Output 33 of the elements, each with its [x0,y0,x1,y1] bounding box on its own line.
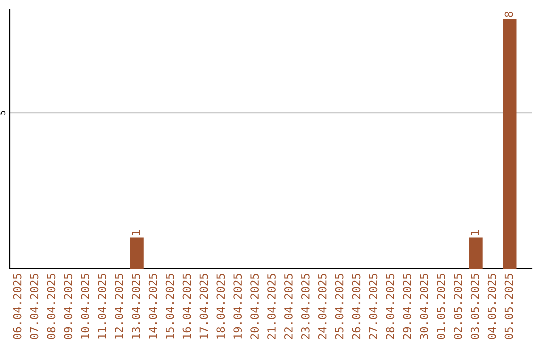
x-tick-label: 07.04.2025 [30,274,39,340]
x-tick-label: 15.04.2025 [166,274,174,339]
x-tick-label: 26.04.2025 [352,274,361,340]
x-tick-label: 21.04.2025 [268,274,276,340]
x-tick-label: 18.04.2025 [216,274,226,339]
x-tick-label: 03.05.2025 [470,274,480,340]
x-tick-label: 22.04.2025 [284,274,293,340]
data-label: 8 [504,12,514,18]
data-label: 1 [471,230,480,236]
x-tick-label: 28.04.2025 [386,274,395,340]
x-tick-label: 02.05.2025 [454,274,462,340]
x-tick-label: 25.04.2025 [335,274,344,340]
x-tick-label: 04.05.2025 [488,274,496,340]
x-tick-label: 16.04.2025 [182,274,192,339]
x-tick-label: 06.04.2025 [13,274,22,340]
x-tick-label: 01.05.2025 [437,274,446,340]
x-tick-label: 14.04.2025 [148,274,158,339]
x-tick-label: 19.04.2025 [234,274,242,339]
x-tick-label: 05.05.2025 [504,274,514,340]
x-tick-label: 11.04.2025 [98,274,106,339]
data-label: 1 [132,230,140,236]
x-tick-label: 08.04.2025 [47,274,56,340]
x-tick-label: 23.04.2025 [301,274,310,340]
x-tick-label: 13.04.2025 [132,274,140,339]
x-tick-label: 12.04.2025 [115,274,124,339]
x-tick-label: 27.04.2025 [369,274,378,340]
x-tick-label: 30.04.2025 [420,274,428,340]
x-tick-label: 10.04.2025 [81,274,90,339]
x-tick-label: 17.04.2025 [200,274,208,339]
x-tick-label: 29.04.2025 [403,274,412,340]
x-tick-label: 20.04.2025 [250,274,259,340]
x-tick-label: 24.04.2025 [318,274,327,340]
x-tick-label: 09.04.2025 [64,274,73,340]
